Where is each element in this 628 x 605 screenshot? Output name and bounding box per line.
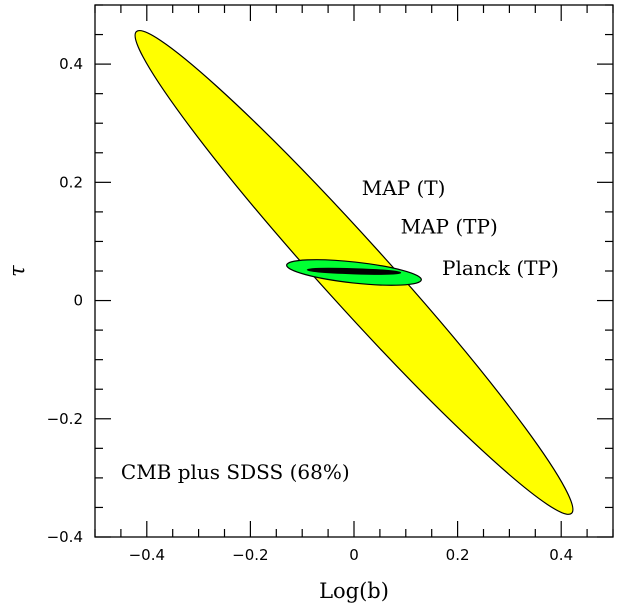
y-tick-label: 0.2 bbox=[59, 173, 83, 191]
y-tick-label: −0.2 bbox=[47, 410, 83, 428]
x-tick-label: 0.2 bbox=[446, 546, 470, 564]
contour-ellipse-2 bbox=[306, 267, 402, 275]
contour-layer bbox=[134, 30, 574, 515]
series-label: MAP (T) bbox=[362, 176, 446, 200]
x-axis-label: Log(b) bbox=[319, 579, 389, 603]
x-tick-label: 0.4 bbox=[549, 546, 573, 564]
tick-layer bbox=[94, 4, 614, 538]
y-tick-label: −0.4 bbox=[47, 528, 83, 546]
x-tick-label: −0.2 bbox=[232, 546, 268, 564]
label-layer: −0.4 −0.2 0 0.2 0.4 −0.4 −0.2 0 0.2 0.4 Log(b) τ MAP… bbox=[5, 55, 573, 603]
x-tick-label: −0.4 bbox=[129, 546, 165, 564]
chart-annotation: CMB plus SDSS (68%) bbox=[121, 460, 350, 484]
y-tick-label: 0.4 bbox=[59, 55, 83, 73]
x-tick-label: 0 bbox=[349, 546, 359, 564]
y-tick-label: 0 bbox=[73, 292, 83, 310]
series-label: Planck (TP) bbox=[442, 256, 559, 280]
y-axis-label: τ bbox=[5, 265, 29, 277]
series-label: MAP (TP) bbox=[401, 215, 498, 239]
